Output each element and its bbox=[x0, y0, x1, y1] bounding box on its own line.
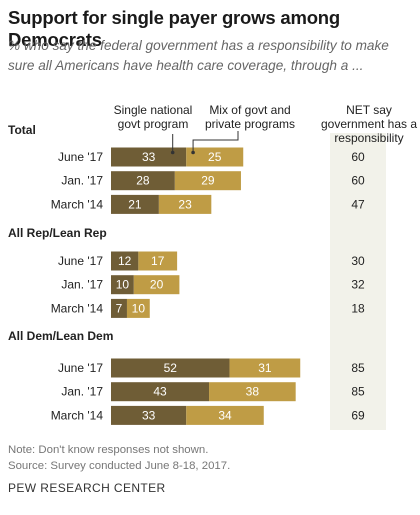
category-label: June '17 bbox=[58, 254, 103, 268]
chart-title: Support for single payer grows among Dem… bbox=[8, 7, 341, 50]
value-label-mix: 38 bbox=[246, 385, 260, 399]
bar-single bbox=[111, 382, 210, 402]
net-value: 32 bbox=[351, 278, 365, 292]
value-label-mix: 34 bbox=[218, 408, 232, 422]
bar-mix bbox=[158, 194, 212, 214]
bar-single bbox=[111, 251, 139, 271]
legend-single: Single national govt program bbox=[113, 103, 193, 131]
category-label: Jan. '17 bbox=[61, 278, 103, 292]
group-label: Total bbox=[8, 123, 36, 137]
bar-single bbox=[111, 194, 159, 214]
bar-mix bbox=[138, 251, 178, 271]
bar-mix bbox=[186, 405, 264, 425]
net-value: 30 bbox=[351, 254, 365, 268]
net-column-background bbox=[330, 133, 386, 430]
chart-subtitle: % who say the federal government has a r… bbox=[8, 38, 389, 73]
net-value: 69 bbox=[351, 408, 365, 422]
value-label-single: 12 bbox=[118, 254, 132, 268]
value-label-single: 43 bbox=[153, 385, 167, 399]
net-value: 18 bbox=[351, 301, 365, 315]
category-label: June '17 bbox=[58, 150, 103, 164]
bar-mix bbox=[126, 298, 150, 318]
bar-mix bbox=[174, 171, 241, 191]
group-label: All Rep/Lean Rep bbox=[8, 226, 107, 240]
bar-mix bbox=[229, 358, 301, 378]
bar-single bbox=[111, 147, 187, 167]
bar-mix bbox=[133, 275, 180, 295]
net-value: 85 bbox=[351, 361, 365, 375]
source: Source: Survey conducted June 8-18, 2017… bbox=[8, 460, 231, 472]
category-label: March '14 bbox=[51, 301, 104, 315]
legend-leader-mix bbox=[192, 131, 239, 153]
net-value: 85 bbox=[351, 385, 365, 399]
bar-single bbox=[111, 358, 230, 378]
value-label-single: 33 bbox=[142, 150, 156, 164]
org-name: PEW RESEARCH CENTER bbox=[8, 481, 166, 495]
net-value: 47 bbox=[351, 197, 365, 211]
bar-mix bbox=[209, 382, 296, 402]
category-label: Jan. '17 bbox=[61, 174, 103, 188]
bar-single bbox=[111, 405, 187, 425]
legend-leader-dot-single bbox=[170, 150, 175, 155]
value-label-single: 28 bbox=[136, 174, 150, 188]
legend-net: NET say government has a responsibility bbox=[320, 103, 418, 145]
value-label-mix: 29 bbox=[201, 174, 215, 188]
value-label-single: 21 bbox=[128, 197, 142, 211]
footnote: Note: Don't know responses not shown. bbox=[8, 444, 209, 456]
bar-mix bbox=[186, 147, 244, 167]
legend-mix: Mix of govt and private programs bbox=[204, 103, 296, 131]
bar-single bbox=[111, 298, 127, 318]
value-label-single: 52 bbox=[164, 361, 178, 375]
net-value: 60 bbox=[351, 150, 365, 164]
net-value: 60 bbox=[351, 174, 365, 188]
value-label-mix: 17 bbox=[151, 254, 165, 268]
value-label-mix: 31 bbox=[258, 361, 272, 375]
value-label-mix: 20 bbox=[150, 278, 164, 292]
value-label-single: 33 bbox=[142, 408, 156, 422]
group-label: All Dem/Lean Dem bbox=[8, 329, 113, 343]
value-label-mix: 25 bbox=[208, 150, 222, 164]
bar-single bbox=[111, 275, 134, 295]
value-label-mix: 23 bbox=[178, 197, 192, 211]
value-label-single: 7 bbox=[116, 301, 123, 315]
category-label: March '14 bbox=[51, 197, 104, 211]
category-label: March '14 bbox=[51, 408, 104, 422]
value-label-single: 10 bbox=[116, 278, 130, 292]
bar-single bbox=[111, 171, 175, 191]
value-label-mix: 10 bbox=[132, 301, 146, 315]
category-label: June '17 bbox=[58, 361, 103, 375]
legend-leader-dot-mix bbox=[191, 150, 195, 155]
category-label: Jan. '17 bbox=[61, 385, 103, 399]
